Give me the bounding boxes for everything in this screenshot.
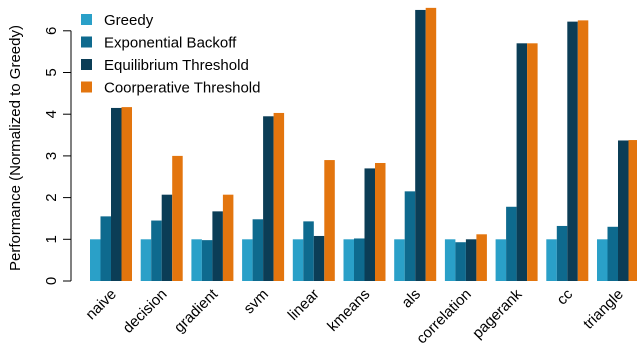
bar-gradient-coorperative-threshold [222,194,234,281]
bar-svm-greedy [242,239,253,281]
x-axis-tick-labels: naive decision gradient svm linear kmeans alsc… [82,285,626,347]
bar-pagerank-greedy [495,239,507,281]
bar-kmeans-equilibrium-threshold [364,168,375,281]
bar-als-coorperative-threshold [425,7,437,282]
bar-cc-coorperative-threshold [577,20,589,281]
bar-gradient-greedy [191,239,202,281]
bar-linear-equilibrium-threshold [313,235,325,281]
legend-label: Greedy [104,12,154,29]
bar-linear-coorperative-threshold [324,160,335,281]
bar-als-greedy [394,239,405,281]
y-tick-label: 6 [43,27,60,35]
bar-cc-equilibrium-threshold [567,21,578,281]
bar-pagerank-exponential-backoff [506,206,517,281]
bar-linear-greedy [292,239,304,281]
bar-gradient-exponential-backoff [201,240,213,281]
bar-naive-exponential-backoff [100,216,111,281]
bar-kmeans-exponential-backoff [354,238,365,281]
bar-pagerank-coorperative-threshold [527,43,538,282]
x-tick-label-gradient: gradient [171,285,222,336]
bar-pagerank-equilibrium-threshold [516,43,528,282]
legend-swatch [81,36,92,48]
bar-triangle-greedy [597,239,608,281]
legend-swatch [81,59,92,70]
y-tick-label: 3 [43,152,60,160]
legend-label: Coorperative Threshold [104,80,260,97]
x-tick-label-svm: svm [240,286,271,317]
legend-item-greedy: Greedy [81,12,154,29]
bar-svm-equilibrium-threshold [263,116,274,281]
bar-triangle-exponential-backoff [607,226,618,281]
x-tick-label-triangle: triangle [580,286,627,333]
bar-cc-exponential-backoff [556,225,568,281]
bar-triangle-equilibrium-threshold [618,140,629,281]
bar-als-equilibrium-threshold [415,9,426,281]
legend-swatch [81,14,92,25]
x-tick-label-decision: decision [120,286,171,337]
legend-item-coorperative-threshold: Coorperative Threshold [81,80,260,97]
bar-decision-exponential-backoff [151,220,162,281]
x-tick-label-cc: cc [554,285,577,308]
x-tick-label-kmeans: kmeans [324,286,373,335]
bar-linear-exponential-backoff [303,221,314,281]
bar-naive-coorperative-threshold [121,107,132,282]
bar-naive-greedy [90,239,101,281]
bars [90,7,637,282]
bar-decision-equilibrium-threshold [161,194,173,281]
bar-kmeans-greedy [343,239,354,281]
y-axis-label: Performance (Normalized to Greedy) [7,25,24,271]
bar-decision-greedy [140,239,152,281]
bar-triangle-coorperative-threshold [628,140,637,281]
bar-correlation-greedy [444,239,456,281]
y-tick-label: 5 [43,68,60,76]
bar-correlation-equilibrium-threshold [465,239,477,281]
legend-label: Exponential Backoff [104,35,237,52]
x-tick-label-als: als [398,286,424,312]
bar-correlation-coorperative-threshold [476,234,487,281]
bar-gradient-equilibrium-threshold [212,211,223,281]
legend-swatch [81,81,92,93]
y-tick-label: 2 [43,193,60,201]
bar-correlation-exponential-backoff [455,242,466,281]
bar-svm-coorperative-threshold [273,112,285,281]
y-tick-label: 1 [43,235,60,243]
bar-als-exponential-backoff [404,191,416,281]
bar-svm-exponential-backoff [252,219,264,281]
legend-item-equilibrium-threshold: Equilibrium Threshold [81,57,249,74]
y-axis: 0 1 2 3 4 5 6 [43,27,72,285]
bar-cc-greedy [546,239,557,281]
x-tick-label-pagerank: pagerank [469,285,526,342]
legend: Greedy Exponential Backoff Equilibrium Thr… [81,12,260,97]
y-tick-label: 0 [43,277,60,285]
bar-kmeans-coorperative-threshold [375,162,386,281]
bar-decision-coorperative-threshold [172,155,183,281]
x-tick-label-correlation: correlation [413,286,475,348]
legend-label: Equilibrium Threshold [104,57,249,74]
x-tick-label-naive: naive [82,286,119,323]
legend-item-exponential-backoff: Exponential Backoff [81,35,237,52]
y-tick-label: 4 [43,110,60,118]
x-tick-label-linear: linear [285,286,323,324]
bar-naive-equilibrium-threshold [111,107,122,281]
